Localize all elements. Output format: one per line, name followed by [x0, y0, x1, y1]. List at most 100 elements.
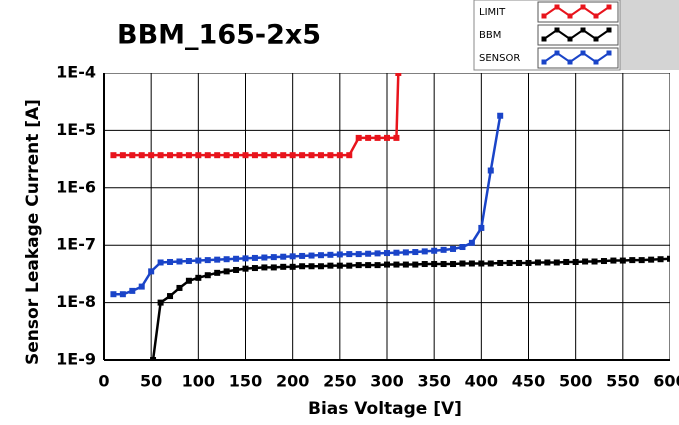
data-point	[431, 261, 438, 268]
data-point	[157, 259, 164, 266]
data-point	[468, 239, 475, 246]
data-point	[384, 134, 390, 141]
legend-swatch-marker	[567, 13, 573, 19]
data-point	[553, 259, 560, 266]
legend-swatch-marker	[593, 13, 599, 19]
x-tick-label: 500	[559, 372, 592, 391]
x-tick-label: 0	[98, 372, 109, 391]
data-point	[233, 266, 240, 273]
data-point	[185, 258, 192, 265]
data-point	[119, 291, 126, 298]
data-point	[289, 253, 296, 260]
data-point	[355, 251, 362, 258]
data-point	[459, 260, 466, 267]
data-point	[563, 258, 570, 265]
data-point	[619, 257, 626, 264]
data-point	[591, 258, 598, 265]
x-tick-label: 300	[370, 372, 403, 391]
x-tick-label: 50	[140, 372, 162, 391]
data-point	[440, 261, 447, 268]
data-point	[582, 258, 589, 265]
data-point	[346, 262, 353, 269]
data-point	[214, 256, 221, 263]
data-point	[431, 247, 438, 254]
legend-swatch-marker	[593, 59, 599, 65]
data-point	[648, 256, 655, 263]
x-tick-label: 600	[653, 372, 679, 391]
data-point	[176, 152, 183, 159]
data-point	[148, 268, 155, 275]
data-point	[525, 259, 532, 266]
data-point	[421, 248, 428, 255]
data-point	[497, 112, 504, 119]
data-point	[516, 259, 523, 266]
x-tick-label: 150	[229, 372, 262, 391]
legend-label: BBM	[479, 30, 501, 41]
legend-swatch-marker	[580, 4, 586, 10]
data-point	[327, 262, 334, 269]
data-point	[600, 258, 607, 265]
data-point	[365, 134, 372, 141]
data-point	[223, 268, 230, 275]
data-point	[280, 263, 287, 270]
data-point	[214, 152, 221, 159]
data-point	[327, 251, 334, 258]
data-point	[346, 152, 353, 159]
data-point	[506, 259, 513, 266]
y-tick-label: 1E-6	[56, 177, 96, 196]
legend-swatch-marker	[567, 36, 573, 42]
data-point	[412, 261, 419, 268]
legend-swatch-marker	[580, 27, 586, 33]
data-point	[110, 152, 117, 159]
data-point	[365, 262, 372, 269]
data-point	[129, 287, 136, 294]
legend-swatch-marker	[554, 27, 560, 33]
data-point	[129, 152, 136, 159]
data-point	[336, 262, 343, 269]
data-point	[572, 258, 579, 265]
data-point	[270, 264, 277, 271]
data-point	[336, 251, 343, 258]
data-point	[242, 265, 249, 272]
data-point	[110, 291, 117, 298]
data-point	[167, 258, 174, 265]
data-point	[629, 257, 636, 264]
legend-swatch-marker	[606, 50, 612, 56]
data-point	[440, 246, 447, 253]
data-point	[384, 261, 390, 268]
data-point	[195, 274, 202, 281]
data-point	[374, 134, 381, 141]
data-point	[157, 299, 164, 306]
data-point	[450, 261, 457, 268]
chart-title: BBM_165-2x5	[117, 20, 321, 51]
y-axis-label: Sensor Leakage Current [A]	[23, 99, 43, 365]
data-point	[289, 152, 296, 159]
data-point	[289, 263, 296, 270]
x-axis-label: Bias Voltage [V]	[308, 399, 462, 419]
data-point	[195, 152, 202, 159]
data-point	[150, 357, 157, 360]
data-point	[195, 257, 202, 264]
legend-swatch-marker	[606, 4, 612, 10]
data-point	[204, 152, 211, 159]
data-point	[157, 152, 164, 159]
data-point	[638, 257, 645, 264]
x-tick-label: 200	[276, 372, 309, 391]
data-point	[148, 152, 155, 159]
data-point	[176, 258, 183, 265]
legend-swatch-marker	[606, 27, 612, 33]
data-point	[223, 152, 230, 159]
legend-swatch-marker	[593, 36, 599, 42]
data-point	[421, 261, 428, 268]
data-point	[270, 152, 277, 159]
panel-background	[620, 0, 679, 70]
data-point	[450, 245, 457, 252]
y-tick-label: 1E-9	[56, 350, 96, 369]
data-point	[336, 152, 343, 159]
data-point	[393, 261, 400, 268]
data-point	[374, 250, 381, 257]
data-point	[384, 250, 390, 257]
data-point	[261, 152, 268, 159]
